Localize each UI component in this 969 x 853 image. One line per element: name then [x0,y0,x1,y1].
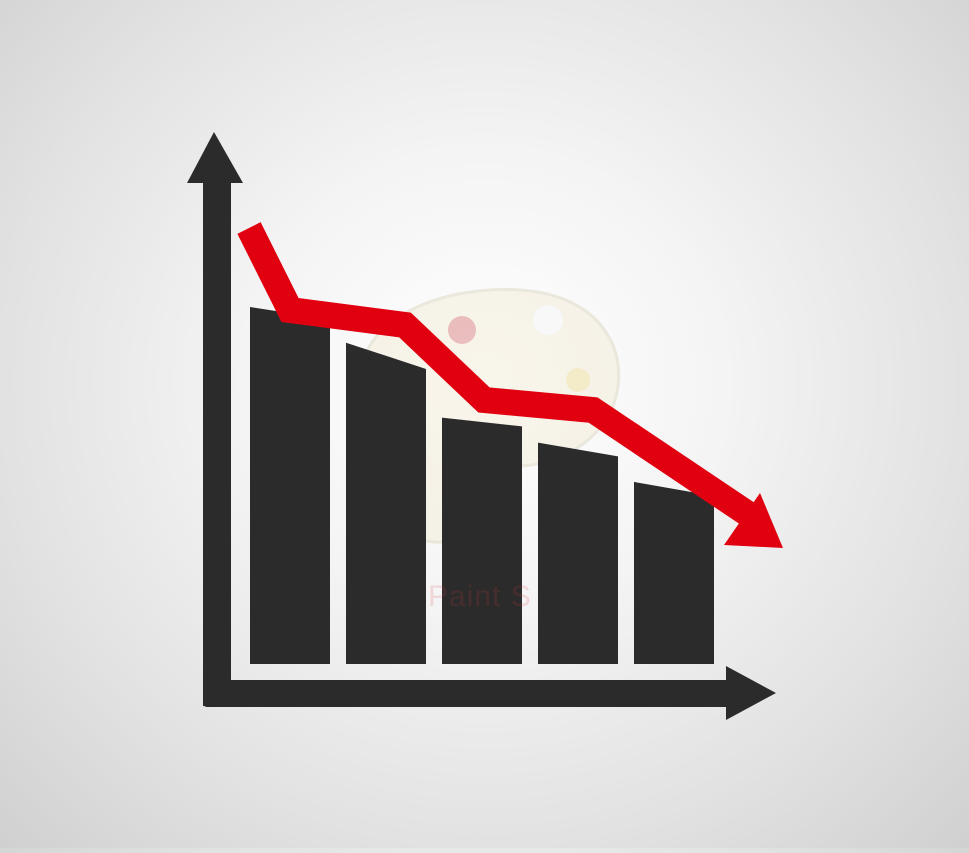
watermark-text: Paint S [428,580,532,613]
bar-3 [442,417,522,664]
trend-arrow-head [724,493,783,548]
bar-1 [250,307,330,664]
bar-5 [634,481,714,664]
bar-2 [346,342,426,664]
x-axis-arrowhead [726,666,776,720]
x-axis [203,666,776,720]
trend-arrow [237,222,783,548]
trend-arrow-line [237,222,756,525]
y-axis-arrowhead [187,132,243,183]
bars-group [250,307,714,664]
y-axis [187,132,243,706]
bar-4 [538,442,618,664]
